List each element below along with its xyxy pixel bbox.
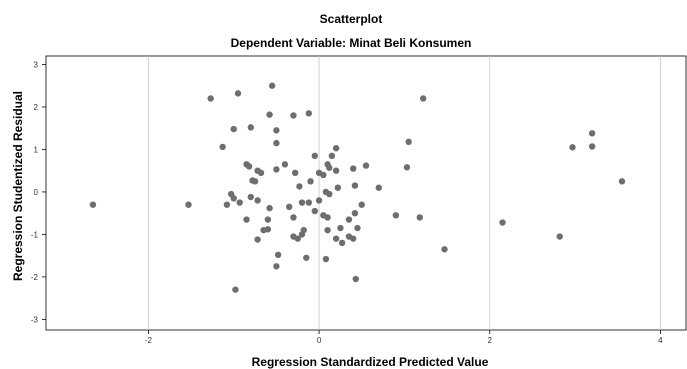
- data-point: [375, 184, 382, 191]
- data-point: [223, 201, 231, 208]
- data-point: [403, 164, 411, 171]
- y-tick-label: 1: [34, 145, 39, 154]
- data-point: [499, 219, 506, 226]
- data-point: [266, 111, 273, 118]
- data-point: [332, 235, 340, 242]
- data-point: [405, 138, 412, 146]
- data-point: [290, 214, 297, 221]
- y-tick-label: -3: [31, 315, 39, 324]
- y-tick-label: -1: [31, 230, 39, 239]
- data-point: [243, 216, 250, 223]
- data-point: [416, 214, 423, 221]
- grid-lines: [147, 56, 661, 330]
- data-point: [307, 178, 314, 185]
- data-point: [419, 95, 427, 102]
- data-point: [268, 82, 276, 89]
- y-tick-label: 3: [34, 60, 39, 69]
- data-point: [350, 165, 357, 172]
- y-tick-label: 2: [34, 103, 39, 112]
- data-point: [230, 125, 237, 133]
- data-point: [320, 171, 327, 179]
- data-point: [273, 263, 280, 270]
- data-point: [89, 201, 97, 208]
- data-point: [334, 184, 342, 191]
- data-point: [254, 236, 261, 243]
- data-point: [286, 203, 293, 211]
- x-tick-label: 0: [317, 336, 322, 345]
- data-point: [236, 199, 243, 206]
- data-point: [303, 254, 310, 261]
- data-point: [311, 207, 318, 215]
- data-point: [350, 235, 357, 242]
- data-point: [618, 178, 626, 185]
- y-tick-label: -2: [31, 273, 39, 282]
- data-point: [337, 224, 344, 232]
- data-point: [185, 201, 192, 208]
- data-point: [273, 127, 280, 134]
- y-tick-label: 0: [34, 188, 39, 197]
- data-point: [298, 199, 306, 206]
- data-point: [296, 183, 303, 190]
- data-point: [230, 195, 237, 202]
- data-point: [569, 144, 576, 151]
- y-axis-label: Regression Studentized Residual: [11, 91, 25, 281]
- data-point: [294, 235, 301, 242]
- data-point: [332, 167, 340, 174]
- data-point: [266, 204, 273, 212]
- data-point: [326, 190, 333, 198]
- data-point: [332, 144, 340, 152]
- data-point: [352, 275, 359, 283]
- x-tick-label: -2: [145, 336, 153, 345]
- data-point: [322, 255, 330, 263]
- x-tick-label: 4: [658, 336, 663, 345]
- data-point: [556, 233, 563, 240]
- data-point: [264, 216, 272, 223]
- data-point: [245, 163, 253, 170]
- data-point: [345, 216, 353, 223]
- data-point: [247, 193, 254, 201]
- data-point: [257, 169, 265, 177]
- data-point: [291, 169, 299, 177]
- data-point: [254, 197, 261, 204]
- data-point: [298, 231, 306, 238]
- data-point: [232, 286, 239, 293]
- data-point: [351, 182, 359, 189]
- data-point: [351, 209, 359, 217]
- data-point: [326, 164, 333, 171]
- data-point: [207, 95, 214, 102]
- chart-title: Scatterplot: [320, 12, 383, 26]
- data-point: [324, 214, 331, 221]
- data-point: [247, 124, 254, 131]
- data-point: [338, 239, 346, 247]
- x-axis-label: Regression Standardized Predicted Value: [252, 355, 489, 369]
- plot-frame: [45, 55, 687, 331]
- data-point: [305, 199, 313, 206]
- data-point: [290, 112, 297, 119]
- data-point: [441, 246, 448, 253]
- data-point: [588, 130, 596, 137]
- data-point: [311, 152, 318, 160]
- x-tick-label: 2: [488, 336, 493, 345]
- data-point: [234, 90, 242, 97]
- chart-subtitle: Dependent Variable: Minat Beli Konsumen: [231, 36, 472, 50]
- data-point: [392, 212, 400, 219]
- data-point: [281, 161, 289, 168]
- data-point: [273, 139, 280, 147]
- data-point: [328, 152, 336, 160]
- data-point: [260, 226, 267, 234]
- data-points: [89, 82, 626, 293]
- axis-ticks: -2 0 2 4 3 2 1 0 -1 -2 -3: [31, 60, 663, 345]
- data-point: [219, 143, 226, 151]
- data-point: [358, 201, 365, 208]
- data-point: [274, 251, 282, 259]
- data-point: [305, 110, 313, 117]
- data-point: [315, 197, 323, 204]
- data-point: [588, 143, 596, 150]
- data-point: [362, 162, 370, 169]
- data-point: [324, 226, 331, 234]
- data-point: [273, 166, 280, 173]
- data-point: [251, 178, 259, 185]
- data-point: [354, 224, 361, 232]
